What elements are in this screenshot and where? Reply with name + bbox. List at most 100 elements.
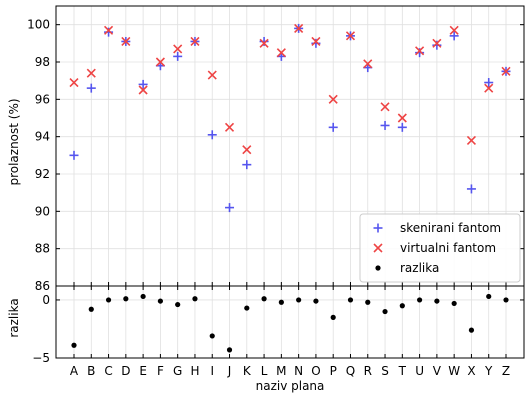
top-y-tick-label: 96 [35,92,50,106]
x-tick-label: S [381,364,389,378]
virtualni-point [224,122,235,132]
razlika-point [209,333,215,339]
razlika-point [434,298,440,304]
skenirani-point [225,203,235,213]
ticks: A B C D E F G H I J K L M N O P Q R S T U V W X Y Z 86 88 90 92 94 96 98… [27,18,524,378]
x-tick-label: Z [502,364,510,378]
top-y-tick-label: 94 [35,130,50,144]
x-tick-label: B [87,364,95,378]
virtualni-point [345,31,356,41]
virtualni-point [121,36,131,47]
virtualni-point [484,83,494,93]
top-y-tick-label: 88 [35,242,50,256]
virtualni-point [397,113,407,123]
virtualni-point [69,77,79,88]
virtualni-point [380,102,390,112]
bottom-y-axis-label: razlika [7,298,21,337]
legend-marker [373,243,383,253]
top-y-tick-label: 90 [35,204,50,218]
bottom-plot-area [55,285,525,359]
skenirani-point [138,79,148,89]
skenirani-point [173,51,183,61]
razlika-point [226,347,233,353]
skenirani-point [207,130,217,140]
razlika-point [451,300,457,307]
x-tick-label: G [173,364,182,378]
razlika-point [278,299,284,305]
virtualni-point [432,38,442,48]
razlika-point [417,297,423,303]
x-tick-label: X [467,364,475,378]
skenirani-point [259,36,269,46]
legend-label: razlika [400,261,439,275]
x-tick-label: C [104,364,112,378]
razlika-point [503,297,509,303]
x-axis-label: naziv plana [256,379,325,393]
razlika-point [71,342,77,348]
x-tick-label: E [139,364,147,378]
razlika-point [365,299,371,305]
x-tick-label: T [398,364,407,378]
virtualni-point [415,46,425,56]
virtualni-point [501,66,511,76]
virtualni-point [173,44,183,54]
razlika-point [347,297,354,303]
virtualni-point [294,23,304,33]
x-tick-label: W [448,364,460,378]
razlika-point [105,297,112,303]
x-tick-label: R [364,364,372,378]
x-tick-label: A [70,364,79,378]
x-tick-label: Y [484,364,493,378]
x-tick-label: H [190,364,199,378]
razlika-point [140,293,146,300]
razlika-point [88,306,94,312]
legend-label: virtualni fantom [400,241,496,255]
virtualni-point [328,94,338,104]
razlika-point [399,303,405,309]
skenirani-point [86,83,96,93]
razlika-point [244,305,250,311]
skenirani-point [397,122,407,132]
legend-marker [373,223,383,233]
skenirani-point [328,122,338,132]
bottom-y-tick-label: 0 [42,293,50,307]
skenirani-point [69,150,79,160]
data-series [69,23,511,353]
x-tick-label: O [311,364,320,378]
virtualni-point [242,145,252,155]
skenirani-point [415,48,425,58]
virtualni-point [276,48,286,58]
virtualni-point [86,68,96,78]
virtualni-point [155,57,165,67]
x-tick-label: V [433,364,442,378]
top-y-tick-label: 86 [35,279,50,293]
x-tick-label: N [294,364,303,378]
razlika-point [192,296,198,302]
virtualni-point [190,36,200,47]
virtualni-point [103,25,114,35]
razlika-point [123,296,129,302]
bottom-y-tick-label: −5 [32,351,50,365]
x-tick-label: J [227,364,232,378]
skenirani-point [466,184,476,194]
legend-marker [375,265,381,271]
razlika-point [486,293,492,300]
razlika-point [382,308,388,315]
razlika-point [157,298,163,304]
skenirani-point [242,160,252,170]
skenirani-point [432,40,442,50]
x-tick-label: L [261,364,268,378]
virtualni-point [259,38,269,48]
skenirani-point [449,31,459,41]
x-tick-label: D [121,364,130,378]
razlika-point [313,298,319,304]
x-tick-label: P [330,364,337,378]
virtualni-point [449,25,459,35]
razlika-point [261,296,267,302]
top-y-axis-label: prolaznost (%) [7,98,21,185]
x-tick-label: K [243,364,252,378]
virtualni-point [466,135,477,145]
razlika-point [468,327,475,333]
razlika-point [175,301,181,308]
